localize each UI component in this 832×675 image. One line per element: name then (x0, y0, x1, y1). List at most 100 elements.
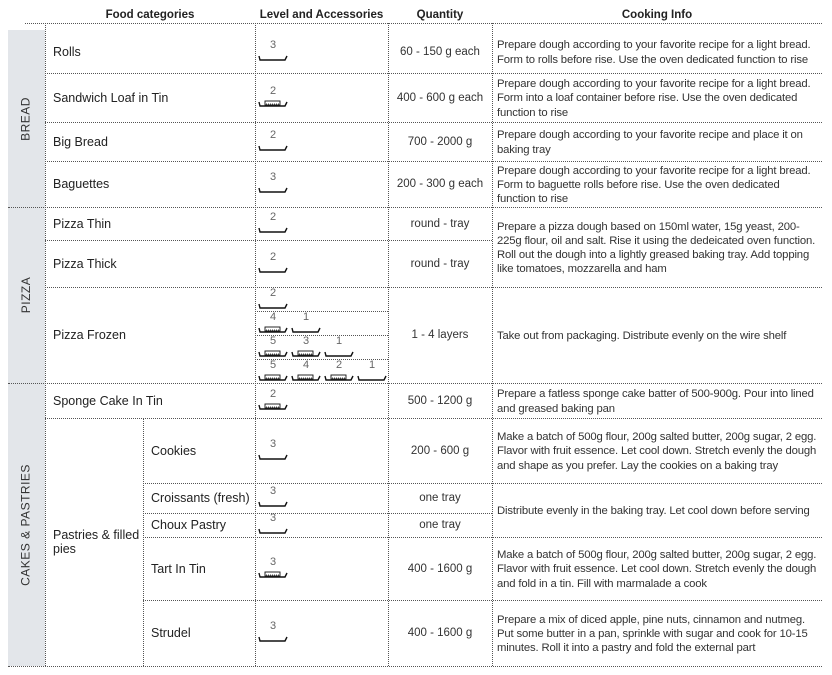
food-item-name: Sandwich Loaf in Tin (53, 90, 169, 105)
level-indicator: 2 (258, 388, 288, 414)
level-number: 3 (269, 555, 277, 568)
wire-shelf-icon (258, 187, 288, 193)
quantity-value: one tray (419, 492, 461, 504)
level-indicator: 3 (258, 39, 288, 65)
row-divider (45, 418, 822, 419)
level-indicator: 3 (258, 171, 288, 197)
cooking-info-text: Prepare dough according to your favorite… (497, 164, 811, 206)
sub-row-divider (255, 311, 388, 312)
level-indicator: 1 (357, 359, 387, 385)
group-label-pastries: Pastries & filled pies (53, 528, 140, 556)
level-number: 3 (269, 620, 277, 632)
wire-shelf-icon (258, 227, 288, 233)
wire-shelf-icon (258, 501, 288, 507)
wire-shelf-with-tin-icon (258, 350, 288, 357)
wire-shelf-icon (258, 55, 288, 61)
level-number: 3 (269, 171, 277, 183)
wire-shelf-icon (258, 636, 288, 642)
wire-shelf-with-tin-icon (291, 350, 321, 357)
wire-shelf-icon (258, 145, 288, 151)
level-number: 3 (269, 38, 277, 51)
food-item-name: Strudel (151, 626, 191, 640)
level-number: 3 (269, 437, 277, 450)
cooking-info-text: Distribute evenly in the baking tray. Le… (497, 504, 810, 517)
level-number: 5 (269, 359, 277, 371)
column-divider (45, 23, 46, 666)
quantity-value: 400 - 1600 g (407, 562, 473, 575)
level-indicator: 3 (258, 512, 288, 538)
food-item-name: Rolls (53, 44, 81, 59)
cooking-info-text: Make a batch of 500g flour, 200g salted … (497, 549, 817, 590)
cooking-info-text: Take out from packaging. Distribute even… (497, 329, 787, 342)
wire-shelf-icon (258, 303, 288, 309)
level-indicator: 4 (291, 359, 321, 385)
food-item-name: Sponge Cake In Tin (53, 393, 163, 408)
row-divider (45, 161, 822, 162)
header-quantity: Quantity (416, 9, 464, 21)
wire-shelf-icon (324, 351, 354, 357)
row-divider (45, 122, 822, 123)
wire-shelf-with-tin-icon (258, 403, 288, 410)
quantity-value: 60 - 150 g each (400, 45, 480, 58)
header-cooking-info: Cooking Info (621, 9, 693, 21)
column-divider (492, 23, 493, 666)
column-divider (143, 418, 144, 666)
category-band (8, 383, 45, 666)
quantity-value: 700 - 2000 g (407, 135, 473, 148)
level-indicator: 2 (258, 211, 288, 237)
row-divider (143, 483, 822, 484)
column-divider (255, 23, 256, 666)
row-divider (8, 666, 822, 667)
category-band (8, 207, 45, 383)
level-number: 2 (269, 128, 277, 141)
wire-shelf-icon (258, 267, 288, 273)
food-item-name: Pizza Thin (53, 216, 112, 231)
level-indicator: 1 (324, 335, 354, 361)
level-number: 1 (302, 311, 310, 323)
column-divider (388, 23, 389, 666)
sub-row-divider (255, 335, 388, 336)
wire-shelf-icon (357, 375, 387, 381)
food-item-name: Cookies (151, 443, 197, 458)
level-number: 3 (302, 335, 310, 347)
quantity-value: 400 - 1600 g (407, 627, 473, 639)
food-item-name: Tart In Tin (151, 561, 206, 576)
sub-row-divider (255, 359, 388, 360)
quantity-value: round - tray (410, 217, 470, 230)
food-item-name: Croissants (fresh) (151, 491, 250, 505)
level-number: 2 (269, 84, 277, 97)
quantity-value: 500 - 1200 g (407, 394, 473, 407)
food-item-name: Pizza Thick (53, 256, 117, 271)
quantity-value: 200 - 300 g each (396, 178, 484, 190)
level-number: 2 (269, 287, 277, 299)
level-number: 2 (269, 387, 277, 400)
quantity-value: one tray (419, 519, 461, 531)
level-number: 3 (269, 512, 277, 524)
food-item-name: Big Bread (53, 134, 108, 149)
category-label: CAKES & PASTRIES (18, 463, 33, 586)
level-number: 5 (269, 335, 277, 347)
row-divider (143, 537, 822, 538)
quantity-value: 1 - 4 layers (411, 329, 469, 341)
level-number: 4 (302, 359, 310, 371)
level-number: 3 (269, 485, 277, 497)
cooking-info-text: Prepare dough according to your favorite… (497, 129, 803, 156)
level-indicator: 2 (258, 85, 288, 111)
food-item-name: Choux Pastry (151, 518, 227, 532)
wire-shelf-with-tin-icon (258, 100, 288, 107)
cooking-info-text: Prepare a fatless sponge cake batter of … (497, 388, 814, 415)
row-divider (143, 600, 822, 601)
level-indicator: 4 (258, 311, 288, 337)
wire-shelf-with-tin-icon (258, 571, 288, 578)
level-number: 1 (368, 359, 376, 371)
level-indicator: 3 (291, 335, 321, 361)
wire-shelf-icon (258, 528, 288, 534)
header-level-accessories: Level and Accessories (259, 9, 384, 21)
quantity-value: round - tray (410, 257, 470, 270)
level-indicator: 1 (291, 311, 321, 337)
wire-shelf-with-tin-icon (258, 326, 288, 333)
quantity-value: 200 - 600 g (410, 444, 470, 457)
wire-shelf-with-tin-icon (258, 374, 288, 381)
wire-shelf-icon (291, 327, 321, 333)
row-divider (8, 207, 822, 208)
